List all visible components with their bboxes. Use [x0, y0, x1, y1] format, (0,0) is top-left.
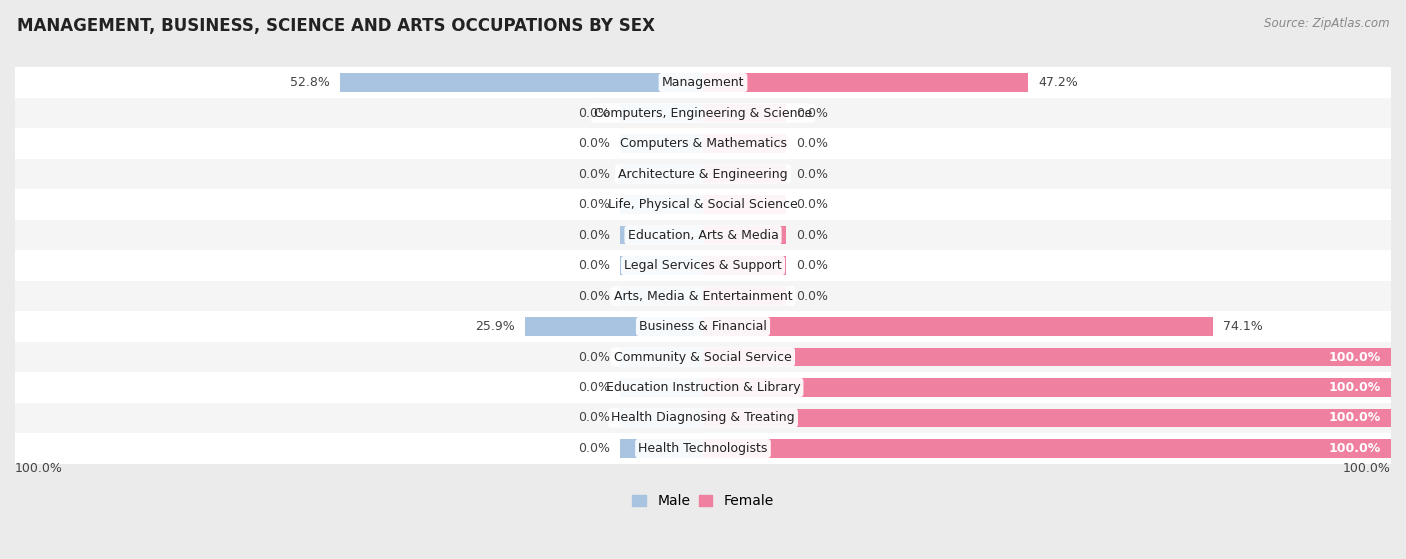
Bar: [340, 73, 703, 92]
Bar: [524, 318, 703, 335]
Text: 100.0%: 100.0%: [1329, 442, 1381, 455]
Legend: Male, Female: Male, Female: [627, 489, 779, 514]
Bar: [703, 439, 1391, 458]
Bar: [15, 281, 1391, 311]
Bar: [620, 165, 703, 183]
Text: 0.0%: 0.0%: [578, 411, 610, 424]
Bar: [703, 348, 1391, 366]
Text: 0.0%: 0.0%: [578, 137, 610, 150]
Bar: [15, 220, 1391, 250]
Text: 0.0%: 0.0%: [578, 259, 610, 272]
Bar: [703, 318, 1213, 335]
Text: 74.1%: 74.1%: [1223, 320, 1263, 333]
Bar: [15, 433, 1391, 464]
Text: Management: Management: [662, 76, 744, 89]
Bar: [620, 439, 703, 458]
Bar: [15, 372, 1391, 402]
Bar: [15, 159, 1391, 190]
Bar: [15, 311, 1391, 342]
Bar: [703, 104, 786, 122]
Bar: [15, 402, 1391, 433]
Bar: [620, 104, 703, 122]
Text: 0.0%: 0.0%: [578, 107, 610, 120]
Text: 0.0%: 0.0%: [796, 290, 828, 302]
Bar: [703, 257, 786, 274]
Bar: [703, 226, 786, 244]
Bar: [620, 378, 703, 397]
Bar: [15, 67, 1391, 98]
Text: 0.0%: 0.0%: [578, 350, 610, 363]
Bar: [620, 196, 703, 214]
Text: 25.9%: 25.9%: [475, 320, 515, 333]
Text: Arts, Media & Entertainment: Arts, Media & Entertainment: [613, 290, 793, 302]
Text: 0.0%: 0.0%: [578, 290, 610, 302]
Text: 0.0%: 0.0%: [578, 381, 610, 394]
Text: Computers, Engineering & Science: Computers, Engineering & Science: [593, 107, 813, 120]
Bar: [620, 348, 703, 366]
Text: Life, Physical & Social Science: Life, Physical & Social Science: [609, 198, 797, 211]
Bar: [703, 287, 786, 305]
Bar: [620, 257, 703, 274]
Bar: [15, 98, 1391, 129]
Text: 100.0%: 100.0%: [1329, 381, 1381, 394]
Bar: [620, 226, 703, 244]
Bar: [703, 378, 1391, 397]
Text: 0.0%: 0.0%: [796, 137, 828, 150]
Text: 47.2%: 47.2%: [1038, 76, 1078, 89]
Bar: [703, 73, 1028, 92]
Bar: [15, 129, 1391, 159]
Text: Architecture & Engineering: Architecture & Engineering: [619, 168, 787, 181]
Bar: [703, 134, 786, 153]
Text: 0.0%: 0.0%: [578, 442, 610, 455]
Bar: [620, 134, 703, 153]
Text: MANAGEMENT, BUSINESS, SCIENCE AND ARTS OCCUPATIONS BY SEX: MANAGEMENT, BUSINESS, SCIENCE AND ARTS O…: [17, 17, 655, 35]
Text: Computers & Mathematics: Computers & Mathematics: [620, 137, 786, 150]
Text: Education Instruction & Library: Education Instruction & Library: [606, 381, 800, 394]
Bar: [15, 250, 1391, 281]
Text: 100.0%: 100.0%: [1329, 411, 1381, 424]
Bar: [620, 287, 703, 305]
Text: 52.8%: 52.8%: [290, 76, 329, 89]
Text: 100.0%: 100.0%: [1329, 350, 1381, 363]
Text: Source: ZipAtlas.com: Source: ZipAtlas.com: [1264, 17, 1389, 30]
Bar: [703, 165, 786, 183]
Text: Health Diagnosing & Treating: Health Diagnosing & Treating: [612, 411, 794, 424]
Text: 0.0%: 0.0%: [796, 198, 828, 211]
Text: 0.0%: 0.0%: [796, 229, 828, 241]
Bar: [703, 409, 1391, 427]
Bar: [15, 190, 1391, 220]
Text: Health Technologists: Health Technologists: [638, 442, 768, 455]
Bar: [15, 342, 1391, 372]
Text: 0.0%: 0.0%: [578, 229, 610, 241]
Text: 100.0%: 100.0%: [1343, 462, 1391, 475]
Text: 0.0%: 0.0%: [796, 259, 828, 272]
Text: Legal Services & Support: Legal Services & Support: [624, 259, 782, 272]
Text: Education, Arts & Media: Education, Arts & Media: [627, 229, 779, 241]
Text: 0.0%: 0.0%: [796, 107, 828, 120]
Text: Business & Financial: Business & Financial: [640, 320, 766, 333]
Text: 0.0%: 0.0%: [578, 168, 610, 181]
Text: 100.0%: 100.0%: [15, 462, 63, 475]
Text: 0.0%: 0.0%: [578, 198, 610, 211]
Text: 0.0%: 0.0%: [796, 168, 828, 181]
Bar: [620, 409, 703, 427]
Text: Community & Social Service: Community & Social Service: [614, 350, 792, 363]
Bar: [703, 196, 786, 214]
